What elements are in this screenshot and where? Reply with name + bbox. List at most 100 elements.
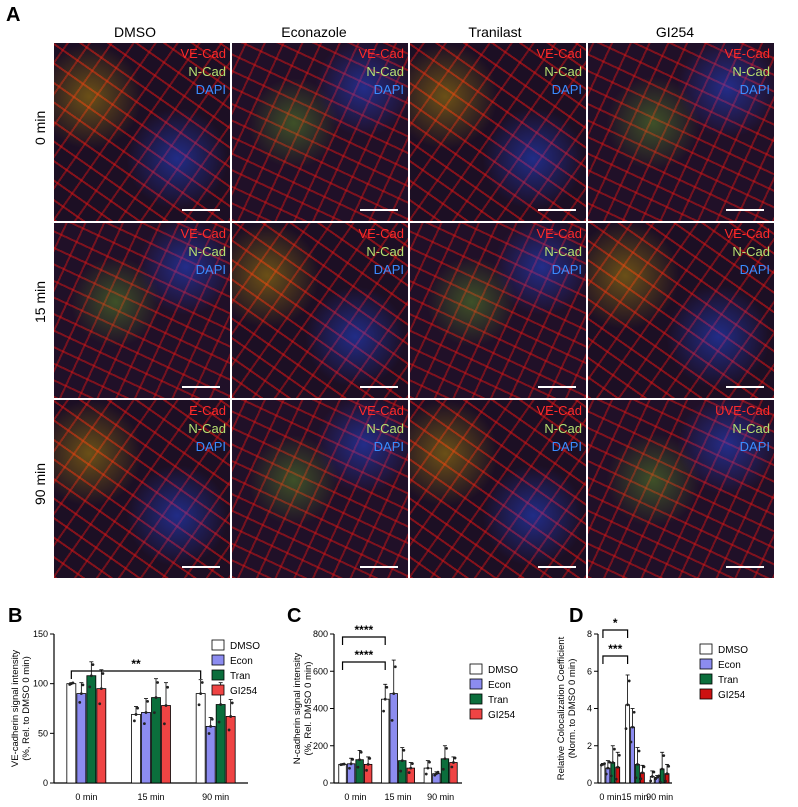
data-point: [351, 757, 355, 761]
significance-bracket: [341, 661, 386, 670]
data-point: [611, 761, 615, 764]
data-point: [443, 757, 447, 761]
micrograph-gi254-0min: VE-Cad N-Cad DAPI: [588, 43, 774, 221]
y-axis-label: N-cadherin signal intensity: [292, 653, 303, 765]
bar-econ: [605, 767, 611, 784]
legend-swatch-tran: [469, 693, 483, 705]
scale-bar: [360, 386, 398, 388]
y-axis-label: (%, Rel. to DMSO 0 min): [21, 656, 32, 761]
data-point: [200, 681, 204, 684]
data-point: [435, 772, 438, 776]
data-point: [617, 753, 621, 757]
bar-gi254: [96, 688, 107, 784]
panel-letter-d: D: [569, 605, 583, 627]
data-point: [654, 777, 657, 781]
column-label-gi254: GI254: [655, 24, 695, 40]
data-point: [441, 767, 445, 771]
bar-dmso: [131, 714, 141, 784]
y-tick-label: 2: [587, 741, 592, 751]
data-point: [91, 663, 95, 666]
data-point: [426, 766, 430, 770]
micrograph-dmso-15min: VE-Cad N-Cad DAPI: [54, 223, 230, 398]
significance-bracket: [341, 636, 386, 645]
data-point: [342, 762, 346, 766]
legend-swatch-tran: [211, 669, 225, 681]
data-point: [339, 763, 343, 767]
data-point: [134, 713, 138, 716]
data-point: [144, 711, 148, 714]
data-point: [209, 724, 213, 728]
data-point: [407, 771, 411, 774]
data-point: [163, 722, 166, 726]
legend-swatch-dmso: [469, 663, 483, 675]
data-point: [356, 765, 360, 769]
data-point: [79, 692, 83, 695]
data-point: [133, 719, 136, 723]
legend-swatch-econ: [469, 678, 483, 690]
panel-c-chart: C N-cadherin signal intensity (%, Rel. DMS…: [287, 605, 518, 802]
bar-gi254: [640, 772, 645, 784]
bar-tran: [398, 760, 407, 784]
data-point: [636, 762, 639, 766]
data-point: [609, 774, 613, 778]
data-point: [631, 725, 634, 729]
bar-gi254: [363, 763, 373, 784]
data-point: [629, 740, 633, 744]
data-point: [657, 774, 661, 778]
x-tick-label: 15 min: [621, 792, 648, 802]
y-tick-label: 400: [313, 704, 328, 714]
legend-label-tran: Tran: [488, 695, 508, 706]
data-point: [71, 681, 75, 685]
data-point: [359, 750, 363, 754]
data-point: [390, 719, 394, 722]
data-point: [89, 674, 93, 678]
y-tick-label: 0: [43, 778, 48, 788]
bar-tran: [610, 762, 616, 784]
data-point: [624, 727, 628, 731]
y-axis-label: VE-cadherin signal intensity: [10, 650, 21, 767]
y-tick-label: 600: [313, 666, 328, 676]
scale-bar: [182, 209, 220, 211]
data-point: [229, 715, 233, 718]
data-point: [655, 776, 659, 779]
x-tick-label: 0 min: [75, 792, 97, 802]
scale-bar: [538, 566, 576, 568]
data-point: [385, 685, 389, 689]
data-point: [436, 770, 440, 774]
data-point: [626, 703, 629, 707]
scale-bar: [182, 566, 220, 568]
data-point: [207, 732, 211, 735]
y-axis-label: (%, Rel. DMSO 0 min): [303, 662, 314, 756]
legend-label-econ: Econ: [488, 680, 511, 691]
scale-bar: [538, 386, 576, 388]
bar-dmso: [381, 698, 390, 784]
bar-gi254: [615, 766, 621, 784]
bar-dmso: [423, 767, 433, 784]
significance-label: *: [613, 616, 618, 630]
bar-dmso: [600, 763, 606, 784]
scale-bar: [182, 386, 220, 388]
legend-label-gi254: GI254: [718, 690, 746, 701]
data-point: [153, 711, 156, 715]
y-axis-label: (Norm. to DMSO 0 min): [567, 659, 578, 759]
scale-bar: [360, 209, 398, 211]
legend-swatch-dmso: [211, 639, 225, 651]
legend-label-econ: Econ: [718, 660, 741, 671]
bar-econ: [630, 726, 635, 784]
data-point: [664, 779, 667, 783]
legend-swatch-gi254: [699, 688, 713, 700]
bar-econ: [432, 773, 441, 784]
data-point: [164, 704, 168, 707]
significance-bracket: [70, 670, 202, 679]
data-point: [642, 765, 646, 769]
data-point: [393, 665, 397, 669]
data-point: [650, 775, 654, 778]
scale-bar: [726, 386, 764, 388]
data-point: [399, 769, 403, 773]
y-tick-label: 800: [313, 629, 328, 639]
micrograph-tranilast-0min: VE-Cad N-Cad DAPI: [410, 43, 586, 221]
legend-swatch-econ: [211, 654, 225, 666]
significance-bracket: [602, 629, 629, 638]
column-label-econazole: Econazole: [281, 24, 347, 40]
bar-gi254: [449, 762, 458, 784]
